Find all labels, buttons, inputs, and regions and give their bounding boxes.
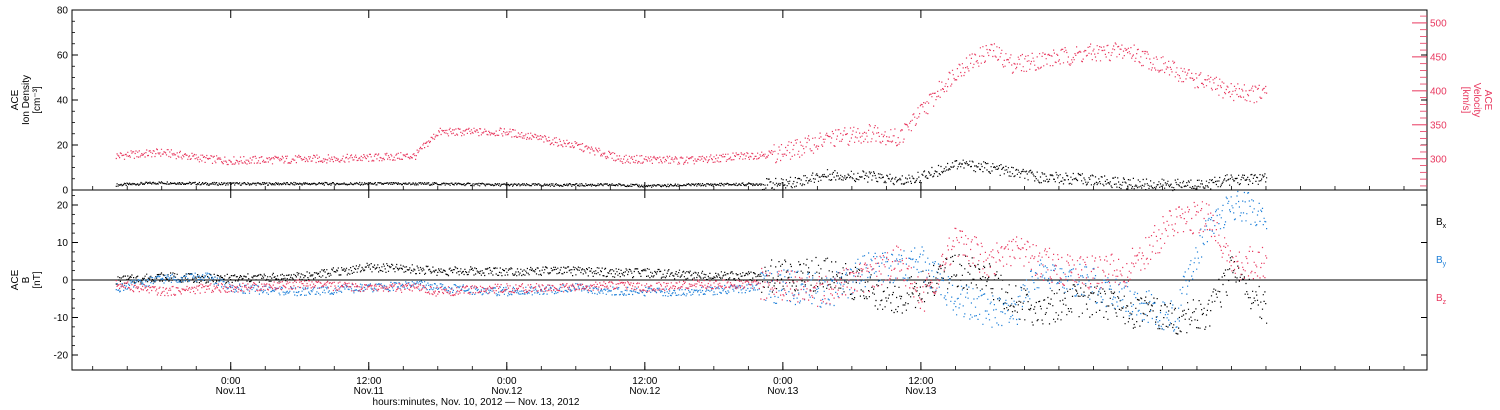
x-tick-time-label: 0:00 <box>773 376 793 387</box>
x-tick-date-label: Nov.11 <box>354 386 385 397</box>
right-y-tick-label: 300 <box>1430 154 1447 165</box>
x-tick-date-label: Nov.13 <box>767 386 798 397</box>
legend-label: B <box>1436 293 1443 304</box>
x-tick-time-label: 12:00 <box>908 376 933 387</box>
y-axis-label: ACE B [nT] <box>10 269 43 290</box>
y-tick-label: 0 <box>62 186 68 197</box>
y-tick-label: 10 <box>57 238 69 249</box>
legend-entry: Bz <box>1436 293 1447 306</box>
series-points <box>115 190 1268 332</box>
legend-entry: Bx <box>1436 217 1447 230</box>
x-tick-time-label: 12:00 <box>356 376 381 387</box>
y-axis-label-line: [cm⁻³] <box>32 86 43 114</box>
right-y-tick-label: 400 <box>1430 86 1447 97</box>
x-tick-date-label: Nov.12 <box>629 386 660 397</box>
series-points <box>115 42 1268 166</box>
right-y-tick-label: 450 <box>1430 52 1447 63</box>
x-tick-date-label: Nov.12 <box>491 386 522 397</box>
y-tick-label: -10 <box>54 313 69 324</box>
x-axis-title: hours:minutes, Nov. 10, 2012 — Nov. 13, … <box>373 397 580 408</box>
x-tick-date-label: Nov.11 <box>216 386 247 397</box>
x-axis: 0:00Nov.1112:00Nov.110:00Nov.1212:00Nov.… <box>216 376 937 408</box>
right-axis-label-line: Velocity <box>1471 83 1482 117</box>
legend-label: B <box>1436 217 1443 228</box>
right-y-tick-label: 500 <box>1430 18 1447 29</box>
right-axis-label-line: [km/s] <box>1460 87 1471 114</box>
x-tick-time-label: 12:00 <box>632 376 657 387</box>
legend-subscript: z <box>1443 299 1447 306</box>
y-tick-label: 20 <box>57 201 69 212</box>
series-by <box>115 190 1268 332</box>
x-tick-time-label: 0:00 <box>497 376 517 387</box>
y-axis-label-line: [nT] <box>32 271 43 288</box>
legend-subscript: y <box>1443 261 1447 268</box>
series-points <box>115 254 1268 335</box>
y-axis-label-line: Ion Density <box>21 75 32 125</box>
y-tick-label: 80 <box>57 6 69 17</box>
y-tick-label: 40 <box>57 96 69 107</box>
y-axis-label-line: ACE <box>10 89 21 110</box>
series-bx <box>115 254 1268 335</box>
series-velocity <box>115 42 1268 166</box>
series-points <box>115 159 1268 192</box>
series-ion-density <box>115 159 1268 192</box>
y-tick-label: 20 <box>57 141 69 152</box>
panel-frame <box>71 9 1428 191</box>
y-tick-label: 60 <box>57 51 69 62</box>
legend-label: B <box>1436 255 1443 266</box>
right-y-tick-label: 350 <box>1430 120 1447 131</box>
legend-entry: By <box>1436 255 1447 268</box>
legend-subscript: x <box>1443 223 1447 230</box>
y-axis-label-line: B <box>21 276 32 283</box>
y-tick-label: 0 <box>62 276 68 287</box>
y-tick-label: -20 <box>54 351 69 362</box>
right-axis-label-line: ACE <box>1482 90 1493 111</box>
y-axis-label: ACE Ion Density [cm⁻³] <box>10 75 43 125</box>
x-tick-date-label: Nov.13 <box>905 386 936 397</box>
y-axis-label-line: ACE <box>10 269 21 290</box>
x-tick-time-label: 0:00 <box>221 376 241 387</box>
